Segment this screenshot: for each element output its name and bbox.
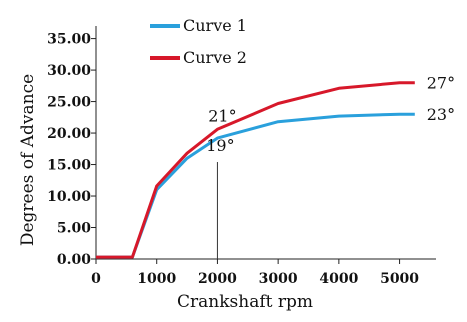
y-tick-label: 5.00 — [57, 221, 91, 237]
axes: 0.00 5.00 10.00 15.00 20.00 25.00 30.00 35.00 0 1… — [47, 26, 436, 287]
legend-label-curve-2: Curve 2 — [183, 48, 247, 67]
legend-label-curve-1: Curve 1 — [183, 16, 247, 35]
y-tick-label: 35.00 — [47, 32, 91, 48]
y-tick-label: 10.00 — [47, 189, 91, 205]
y-axis-title: Degrees of Advance — [18, 74, 38, 246]
y-tick-label: 15.00 — [47, 158, 91, 174]
x-tick-label: 2000 — [198, 271, 237, 287]
series-line-curve-2 — [96, 81, 415, 259]
annotations: 21° 19° 27° 23° — [206, 74, 455, 155]
y-tick-label: 25.00 — [47, 95, 91, 111]
annotation-label: 23° — [427, 105, 455, 124]
x-tick-label: 4000 — [319, 271, 358, 287]
annotation-label: 27° — [427, 74, 455, 93]
x-tick-label: 0 — [91, 271, 101, 287]
y-tick-label: 0.00 — [57, 252, 91, 268]
x-tick-label: 1000 — [137, 271, 176, 287]
annotation-label: 21° — [208, 106, 236, 125]
x-tick-label: 3000 — [259, 271, 298, 287]
plot-area — [96, 81, 415, 259]
annotation-label: 19° — [206, 136, 234, 155]
x-axis-title: Crankshaft rpm — [177, 292, 313, 312]
y-tick-label: 20.00 — [47, 126, 91, 142]
y-tick-label: 30.00 — [47, 63, 91, 79]
legend: Curve 1 Curve 2 — [150, 16, 247, 67]
x-tick-label: 5000 — [380, 271, 419, 287]
series-line-curve-1 — [96, 112, 415, 259]
